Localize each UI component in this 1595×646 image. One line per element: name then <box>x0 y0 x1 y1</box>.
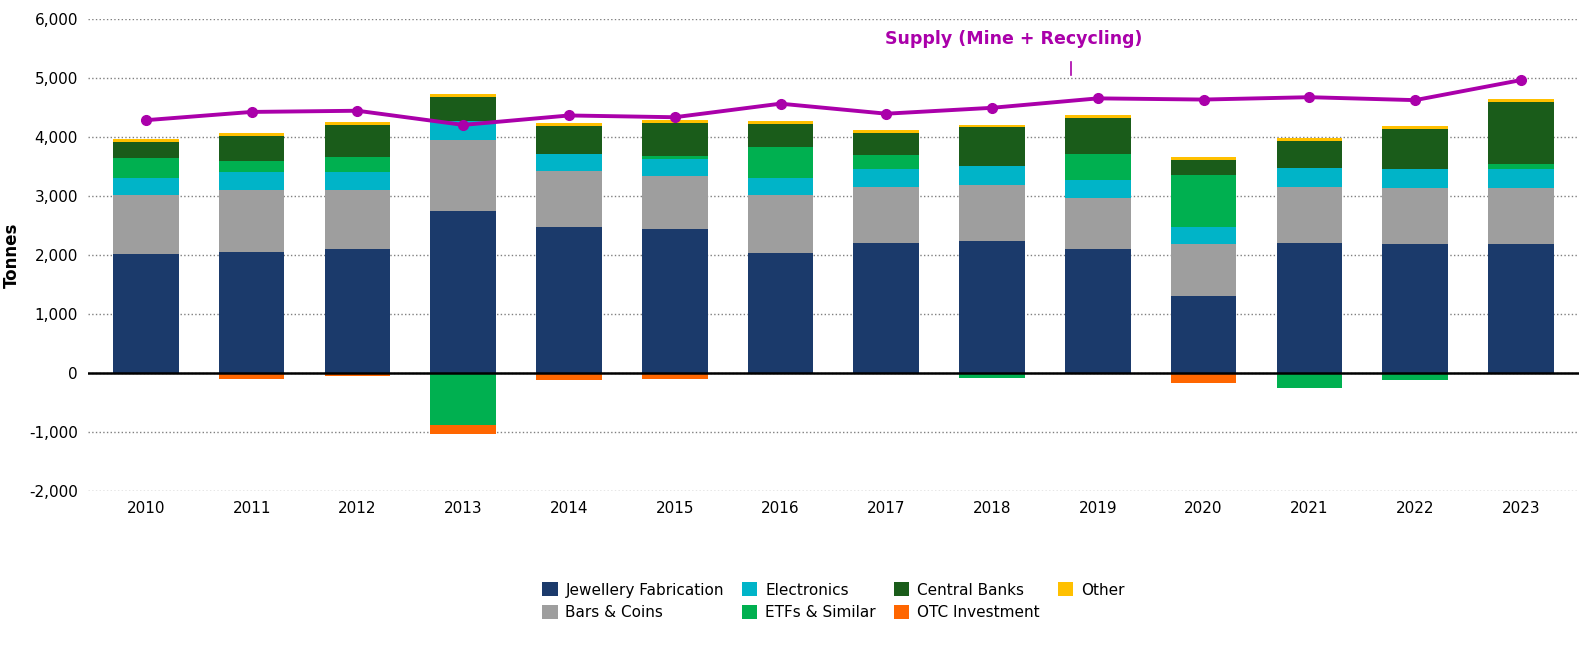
Bar <box>431 373 496 425</box>
Bar <box>1276 373 1341 388</box>
Bar <box>853 169 919 187</box>
Bar <box>1276 141 1341 168</box>
Bar <box>1065 180 1131 198</box>
Bar <box>641 373 708 379</box>
Bar <box>641 159 708 176</box>
Bar <box>325 191 391 249</box>
Bar <box>641 123 708 156</box>
Bar <box>113 139 179 141</box>
Bar <box>641 229 708 373</box>
Bar <box>219 172 284 191</box>
Bar <box>853 244 919 373</box>
Bar <box>853 133 919 155</box>
Bar <box>1488 169 1554 188</box>
Bar <box>1488 188 1554 244</box>
Bar <box>325 157 391 172</box>
Bar <box>536 126 601 154</box>
Bar <box>1383 244 1448 373</box>
Bar <box>1171 157 1236 160</box>
Bar <box>1383 373 1448 380</box>
Bar <box>536 123 601 126</box>
Bar <box>536 227 601 373</box>
Bar <box>113 178 179 195</box>
Bar <box>536 373 601 380</box>
Bar <box>1276 187 1341 244</box>
Bar <box>1171 227 1236 244</box>
Bar <box>748 178 813 195</box>
Bar <box>959 127 1026 166</box>
Bar <box>1171 175 1236 227</box>
Bar <box>1488 244 1554 373</box>
Bar <box>1383 129 1448 169</box>
Bar <box>325 249 391 373</box>
Bar <box>1276 168 1341 187</box>
Bar <box>748 121 813 124</box>
Bar <box>431 94 496 97</box>
Bar <box>1171 297 1236 373</box>
Bar <box>1383 169 1448 188</box>
Bar <box>1383 126 1448 129</box>
Bar <box>1276 244 1341 373</box>
Bar <box>219 136 284 162</box>
Bar <box>431 121 496 140</box>
Bar <box>219 162 284 172</box>
Bar <box>1383 188 1448 244</box>
Bar <box>1171 373 1236 383</box>
Bar <box>1276 138 1341 141</box>
Bar <box>325 125 391 157</box>
Bar <box>1065 116 1131 118</box>
Bar <box>1065 198 1131 249</box>
Bar <box>113 141 179 158</box>
Bar <box>1488 102 1554 163</box>
Bar <box>1065 154 1131 180</box>
Bar <box>113 195 179 254</box>
Bar <box>325 122 391 125</box>
Bar <box>641 156 708 159</box>
Bar <box>536 171 601 227</box>
Bar <box>748 124 813 147</box>
Bar <box>959 125 1026 127</box>
Y-axis label: Tonnes: Tonnes <box>3 222 21 288</box>
Bar <box>431 140 496 211</box>
Bar <box>113 254 179 373</box>
Bar <box>748 147 813 178</box>
Bar <box>113 158 179 178</box>
Bar <box>853 187 919 244</box>
Bar <box>748 195 813 253</box>
Bar <box>1065 118 1131 154</box>
Bar <box>219 373 284 379</box>
Text: Supply (Mine + Recycling): Supply (Mine + Recycling) <box>885 30 1142 48</box>
Bar <box>853 155 919 169</box>
Bar <box>325 373 391 376</box>
Bar <box>1488 163 1554 169</box>
Bar <box>959 373 1026 377</box>
Bar <box>959 185 1026 241</box>
Bar <box>959 241 1026 373</box>
Legend: Jewellery Fabrication, Bars & Coins, Electronics, ETFs & Similar, Central Banks,: Jewellery Fabrication, Bars & Coins, Ele… <box>538 578 1129 625</box>
Bar <box>641 176 708 229</box>
Bar <box>1171 244 1236 297</box>
Bar <box>853 130 919 133</box>
Bar <box>219 191 284 252</box>
Bar <box>748 253 813 373</box>
Bar <box>325 172 391 191</box>
Bar <box>431 97 496 121</box>
Bar <box>219 132 284 136</box>
Bar <box>1171 160 1236 175</box>
Bar <box>641 120 708 123</box>
Bar <box>1065 249 1131 373</box>
Bar <box>431 211 496 373</box>
Bar <box>1488 99 1554 102</box>
Bar <box>536 154 601 171</box>
Bar <box>431 425 496 434</box>
Bar <box>959 166 1026 185</box>
Bar <box>219 252 284 373</box>
